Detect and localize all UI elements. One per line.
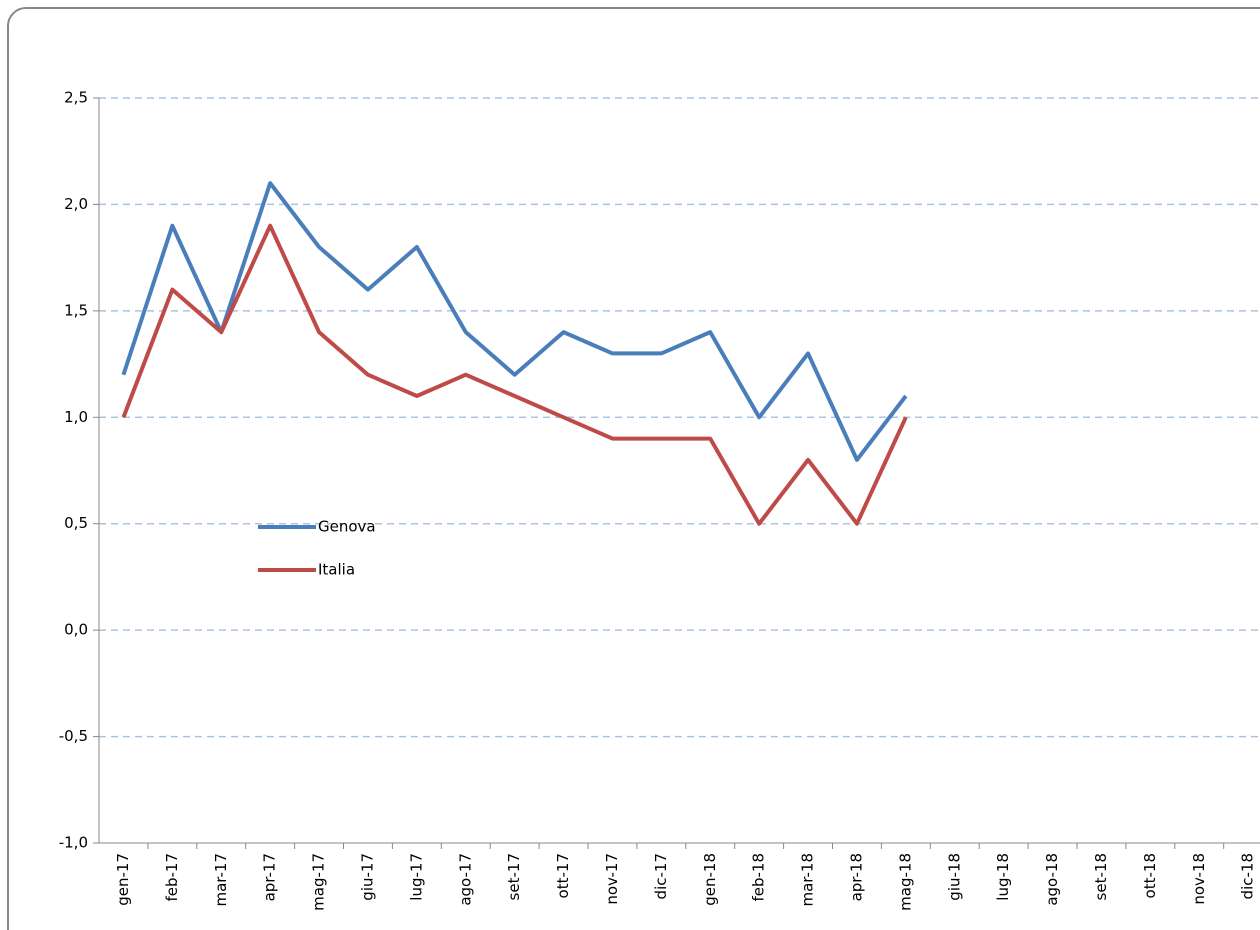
x-tick-label: ago-18 — [1043, 853, 1061, 906]
x-tick-label: mag-17 — [310, 853, 328, 911]
x-tick-label: mar-18 — [799, 853, 817, 907]
legend-label: Genova — [318, 518, 376, 536]
x-tick-label: mar-17 — [212, 853, 230, 907]
x-tick-label: gen-17 — [114, 853, 132, 906]
x-tick-label: ott-17 — [554, 853, 572, 898]
x-tick-label: feb-17 — [163, 853, 181, 902]
x-tick-label: feb-18 — [750, 853, 768, 902]
y-tick-label: 1,0 — [64, 408, 88, 426]
y-tick-label: 2,0 — [64, 195, 88, 213]
y-tick-label: 1,5 — [64, 301, 88, 319]
x-tick-label: nov-17 — [603, 853, 621, 905]
y-tick-label: 2,5 — [64, 89, 88, 107]
series-line — [121, 223, 908, 526]
x-tick-label: dic-17 — [652, 853, 670, 899]
y-tick-label: -1,0 — [59, 834, 88, 852]
x-tick-label: giu-17 — [358, 853, 376, 901]
x-tick-label: nov-18 — [1190, 853, 1208, 905]
series-line — [121, 181, 908, 462]
x-tick-label: apr-18 — [847, 853, 865, 901]
x-tick-label: gen-18 — [701, 853, 719, 906]
x-tick-label: giu-18 — [945, 853, 963, 901]
x-tick-label: set-18 — [1092, 853, 1110, 900]
x-tick-label: dic-18 — [1239, 853, 1257, 899]
x-tick-label: ott-18 — [1141, 853, 1159, 898]
x-tick-label: set-17 — [505, 853, 523, 900]
y-tick-label: -0,5 — [59, 727, 88, 745]
y-tick-label: 0,0 — [64, 621, 88, 639]
x-tick-label: lug-17 — [407, 853, 425, 901]
legend-label: Italia — [318, 561, 355, 579]
x-tick-label: lug-18 — [994, 853, 1012, 901]
x-tick-label: mag-18 — [896, 853, 914, 911]
chart-frame — [7, 7, 1260, 930]
x-tick-label: apr-17 — [261, 853, 279, 901]
x-tick-label: ago-17 — [456, 853, 474, 906]
y-tick-label: 0,5 — [64, 514, 88, 532]
